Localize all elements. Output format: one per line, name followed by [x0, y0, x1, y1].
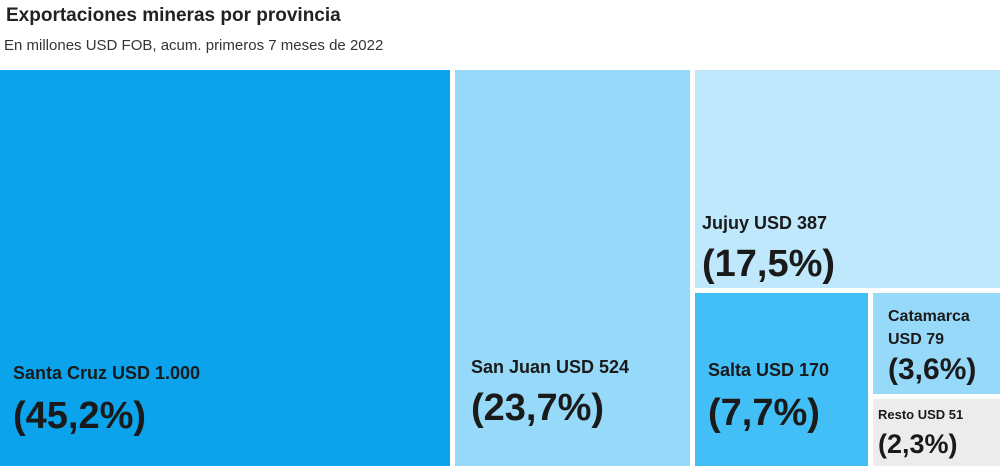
- tile-share: (3,6%): [888, 353, 977, 386]
- chart-subtitle: En millones USD FOB, acum. primeros 7 me…: [4, 37, 384, 54]
- tile-resto: Resto USD 51 (2,3%): [873, 399, 1000, 466]
- tile-label-line-2: USD 79: [888, 331, 945, 348]
- treemap: Santa Cruz USD 1.000 (45,2%) San Juan US…: [0, 70, 1000, 466]
- tile-label: Jujuy USD 387: [702, 213, 828, 233]
- tile-label-line-1: Catamarca: [888, 308, 970, 325]
- tile-label: Resto USD 51: [878, 407, 964, 422]
- tile-share: (45,2%): [13, 395, 147, 437]
- tile-label: Salta USD 170: [708, 360, 830, 380]
- tile-jujuy: Jujuy USD 387 (17,5%): [695, 70, 1000, 288]
- tile-salta: Salta USD 170 (7,7%): [695, 293, 868, 466]
- chart-title: Exportaciones mineras por provincia: [6, 5, 341, 26]
- tile-label: San Juan USD 524: [471, 357, 630, 377]
- tile-santa-cruz: Santa Cruz USD 1.000 (45,2%): [0, 70, 450, 466]
- tile-catamarca: Catamarca USD 79 (3,6%): [873, 293, 1000, 394]
- tile-label: Santa Cruz USD 1.000: [13, 363, 201, 383]
- tile-san-juan: San Juan USD 524 (23,7%): [455, 70, 690, 466]
- tile-share: (7,7%): [708, 392, 820, 434]
- tile-share: (23,7%): [471, 387, 605, 429]
- tile-share: (17,5%): [702, 243, 836, 285]
- tile-share: (2,3%): [878, 429, 958, 459]
